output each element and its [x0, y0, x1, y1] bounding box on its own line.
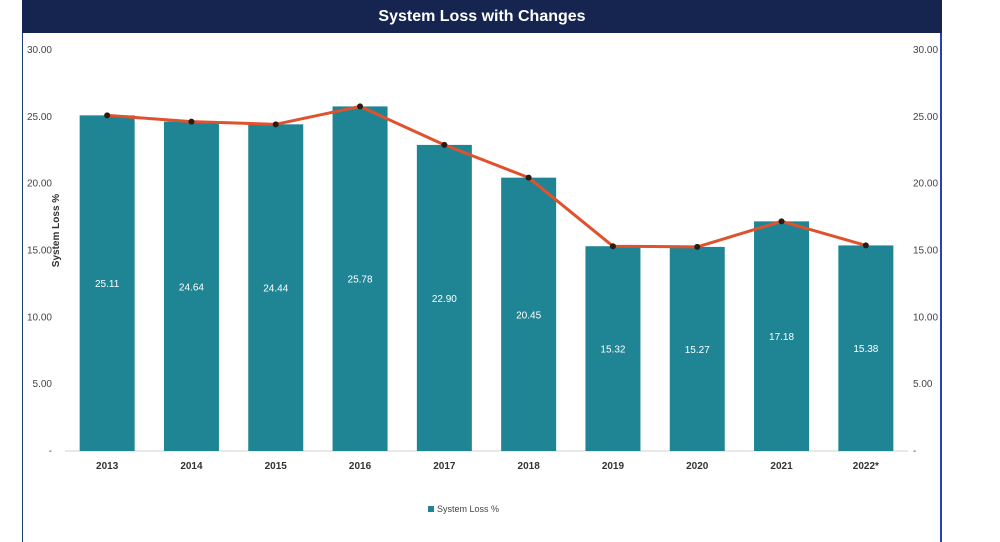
x-tick-label: 2017 [433, 461, 456, 472]
legend-label: System Loss % [437, 504, 499, 514]
line-point [778, 218, 785, 225]
y-tick-label-right: 5.00 [913, 379, 933, 390]
y-tick-label-left: 10.00 [27, 312, 52, 323]
y-tick-label-left: 30.00 [27, 45, 52, 56]
data-label: 20.45 [516, 310, 541, 321]
data-label: 17.18 [769, 332, 794, 343]
bar [416, 144, 472, 452]
y-tick-label-left: 15.00 [27, 246, 52, 257]
chart-title: System Loss with Changes [22, 0, 942, 33]
data-label: 25.11 [95, 279, 120, 290]
legend-swatch [428, 506, 434, 512]
x-tick-label: 2020 [686, 461, 709, 472]
y-axis-title: System Loss % [51, 194, 62, 267]
y-tick-label-right: - [913, 446, 916, 457]
bar [248, 124, 304, 451]
y-tick-label-right: 25.00 [913, 112, 938, 123]
y-tick-label-right: 20.00 [913, 179, 938, 190]
data-label: 22.90 [432, 294, 457, 305]
bar [79, 115, 135, 451]
y-tick-label-left: - [49, 446, 52, 457]
line-point [357, 103, 364, 110]
data-label: 15.32 [600, 345, 625, 356]
x-tick-label: 2021 [770, 461, 793, 472]
y-tick-label-left: 5.00 [33, 379, 53, 390]
y-tick-label-right: 15.00 [913, 246, 938, 257]
data-label: 25.78 [348, 275, 373, 286]
x-tick-label: 2019 [602, 461, 625, 472]
y-tick-label-right: 10.00 [913, 312, 938, 323]
data-label: 24.64 [179, 282, 204, 293]
y-tick-label-left: 25.00 [27, 112, 52, 123]
line-point [862, 242, 869, 249]
x-tick-label: 2022* [853, 461, 879, 472]
line-point [441, 141, 448, 148]
x-tick-label: 2014 [180, 461, 203, 472]
line-point [609, 243, 616, 250]
line-point [104, 112, 111, 119]
bar [669, 246, 725, 451]
data-label: 15.38 [853, 344, 878, 355]
x-tick-label: 2013 [96, 461, 119, 472]
bar [754, 221, 810, 451]
y-tick-label-right: 30.00 [913, 45, 938, 56]
x-tick-label: 2016 [349, 461, 372, 472]
bar [838, 245, 894, 451]
x-tick-label: 2015 [265, 461, 288, 472]
y-tick-label-left: 20.00 [27, 179, 52, 190]
bar [163, 121, 219, 452]
line-point [525, 174, 532, 181]
bar [332, 106, 388, 451]
bar [585, 246, 641, 451]
data-label: 24.44 [263, 284, 288, 295]
x-tick-label: 2018 [518, 461, 541, 472]
line-point [188, 118, 195, 125]
line-point [272, 121, 279, 128]
data-label: 15.27 [685, 345, 710, 356]
trend-line [107, 104, 867, 249]
line-point [694, 243, 701, 250]
bar [501, 177, 557, 451]
